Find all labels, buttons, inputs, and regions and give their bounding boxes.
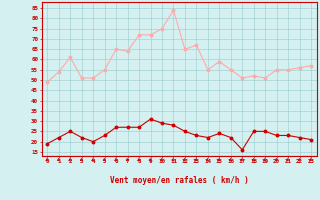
X-axis label: Vent moyen/en rafales ( km/h ): Vent moyen/en rafales ( km/h ) [110, 176, 249, 185]
